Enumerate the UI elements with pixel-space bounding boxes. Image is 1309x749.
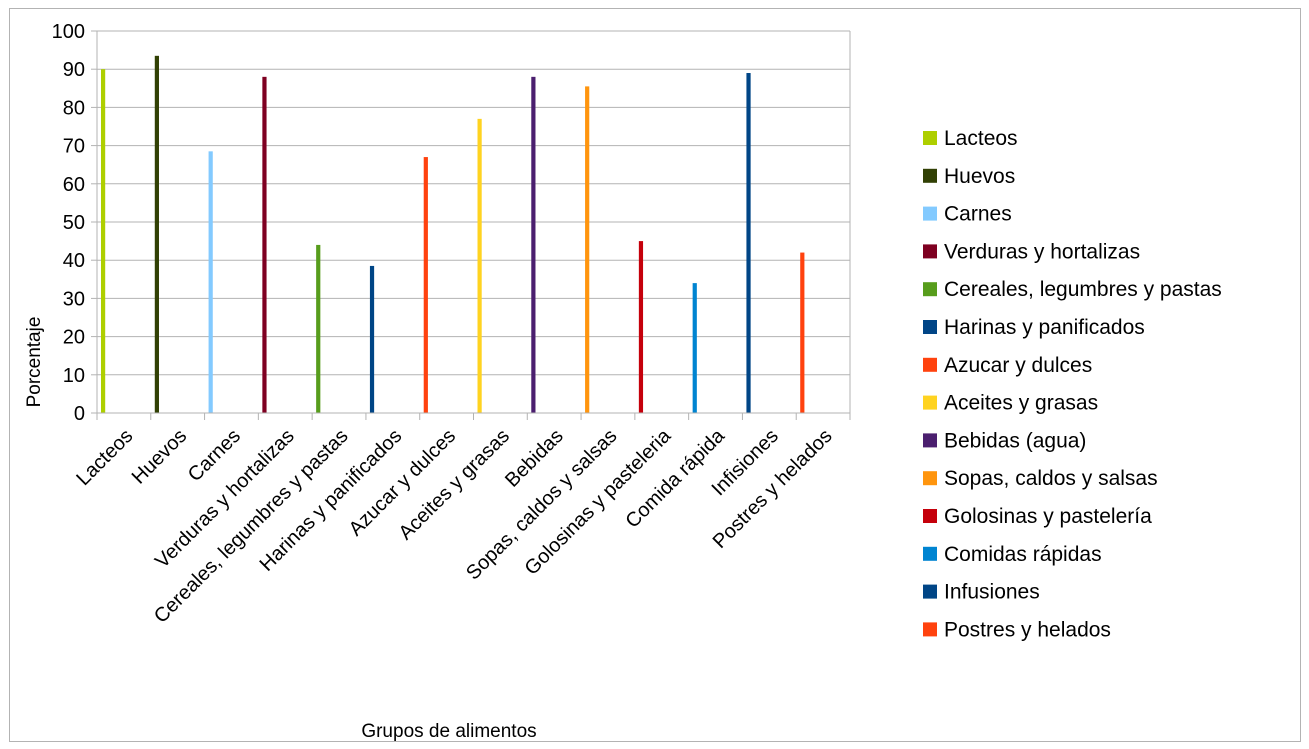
legend-swatch xyxy=(923,206,937,221)
bar xyxy=(692,283,697,413)
y-tick-label: 0 xyxy=(74,403,85,425)
bar xyxy=(369,265,375,413)
x-tick-label: Cereales, legumbres y pastas xyxy=(150,425,353,628)
y-tick-labels: 0 10 20 30 40 50 60 70 80 90 100 xyxy=(52,21,85,425)
legend-label: Comidas rápidas xyxy=(944,543,1102,566)
legend-swatch xyxy=(923,433,937,448)
y-tick-label: 10 xyxy=(63,365,85,387)
x-axis-title: Grupos de alimentos xyxy=(361,721,536,742)
legend-swatch xyxy=(923,320,937,334)
y-tick-label: 40 xyxy=(63,250,85,272)
legend-label: Postres y helados xyxy=(944,618,1111,641)
legend-swatch xyxy=(923,584,937,599)
legend-label: Lacteos xyxy=(944,127,1018,150)
y-tick-label: 60 xyxy=(63,174,85,196)
legend-label: Harinas y panificados xyxy=(944,316,1145,339)
bar xyxy=(101,69,106,413)
legend-swatch xyxy=(923,471,937,486)
legend-swatch xyxy=(923,546,937,561)
legend-label: Sopas, caldos y salsas xyxy=(944,467,1158,490)
y-tick-label: 50 xyxy=(63,212,85,234)
bar xyxy=(154,55,159,414)
bar xyxy=(208,151,213,413)
y-tick-label: 20 xyxy=(63,327,85,349)
bar xyxy=(585,86,590,413)
bar xyxy=(423,157,428,413)
axes xyxy=(91,30,851,420)
legend-label: Verduras y hortalizas xyxy=(944,240,1140,263)
legend-swatch xyxy=(923,357,937,372)
y-tick-label: 30 xyxy=(63,288,85,310)
legend-swatch xyxy=(923,395,937,410)
y-tick-label: 90 xyxy=(63,59,85,81)
bar xyxy=(531,76,536,413)
legend-label: Aceites y grasas xyxy=(944,392,1098,415)
y-tick-label: 80 xyxy=(63,97,85,119)
legend-swatch xyxy=(923,244,937,259)
legend-label: Infusiones xyxy=(944,581,1040,604)
bar xyxy=(638,241,644,413)
legend-label: Bebidas (agua) xyxy=(944,429,1086,452)
bar xyxy=(477,118,482,414)
legend-label: Huevos xyxy=(944,165,1015,188)
legend-label: Azucar y dulces xyxy=(944,354,1092,377)
bars xyxy=(101,55,805,414)
bar xyxy=(746,73,751,414)
legend-swatch xyxy=(923,509,937,523)
y-axis-title: Porcentaje xyxy=(24,317,45,408)
legend-swatch xyxy=(923,168,937,183)
legend-swatch xyxy=(923,622,937,637)
bar xyxy=(800,252,805,413)
legend-swatch xyxy=(923,282,937,297)
legend: Lacteos Huevos Carnes Verduras y hortalizas… xyxy=(923,127,1222,641)
legend-label: Golosinas y pastelería xyxy=(944,505,1152,528)
bar xyxy=(316,244,321,413)
x-tick-label: Huevos xyxy=(128,425,192,489)
bar xyxy=(262,76,267,413)
x-tick-label: Lacteos xyxy=(72,425,137,490)
legend-label: Carnes xyxy=(944,203,1012,226)
legend-swatch xyxy=(923,131,937,145)
y-tick-label: 100 xyxy=(52,21,85,43)
y-tick-label: 70 xyxy=(63,136,85,158)
legend-label: Cereales, legumbres y pastas xyxy=(944,278,1222,301)
